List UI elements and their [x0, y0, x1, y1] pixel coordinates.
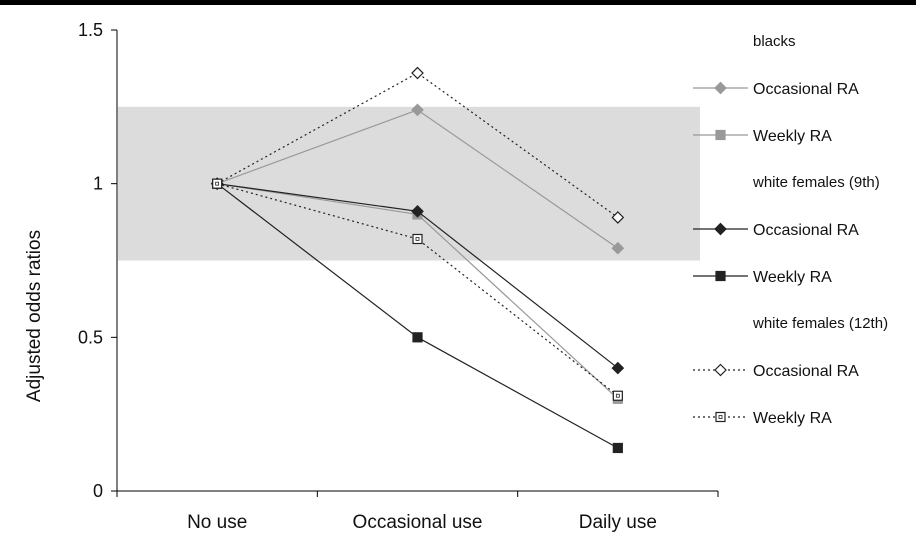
data-point	[411, 204, 424, 218]
y-tick-label: 1	[93, 174, 103, 194]
legend-marker-inner	[718, 415, 723, 419]
data-point	[611, 361, 625, 375]
reference-band	[118, 106, 700, 261]
x-tick-label: Daily use	[579, 512, 657, 533]
legend-label: Occasional RA	[753, 81, 859, 98]
axes: 0 0.5 1 1.5 No use Occasional use Daily use	[78, 20, 719, 533]
data-point	[612, 390, 623, 401]
legend-marker	[714, 222, 727, 236]
x-tick-label: No use	[187, 512, 247, 533]
legend-marker	[714, 363, 727, 377]
series-5	[212, 178, 623, 401]
legend-marker	[715, 411, 726, 423]
legend-label: Weekly RA	[753, 410, 832, 427]
data-point	[611, 241, 625, 255]
legend-label: Occasional RA	[753, 363, 859, 380]
legend-marker	[715, 270, 726, 282]
data-point	[412, 332, 423, 343]
data-point	[412, 233, 423, 245]
data-point-inner	[415, 237, 420, 241]
data-point	[212, 178, 223, 189]
legend-group-header: white females (12th)	[752, 315, 888, 332]
legend: blacks Occasional RA Weekly RA white female…	[693, 33, 888, 427]
y-tick-label: 0.5	[78, 327, 103, 347]
legend-group-header: blacks	[753, 33, 796, 50]
y-tick-label: 1.5	[78, 20, 103, 40]
data-point-inner	[215, 181, 220, 186]
y-tick-label: 0	[93, 481, 103, 501]
legend-marker	[714, 81, 727, 95]
legend-label: Weekly RA	[753, 269, 832, 286]
data-point	[411, 66, 424, 80]
top-rule	[0, 0, 916, 5]
legend-label: Occasional RA	[753, 222, 859, 239]
series-layer	[210, 66, 625, 454]
x-tick-label: Occasional use	[353, 512, 483, 533]
y-axis-label: Adjusted odds ratios	[24, 230, 45, 402]
legend-label: Weekly RA	[753, 128, 832, 145]
data-point	[411, 103, 424, 117]
series-line	[216, 72, 619, 218]
data-point	[611, 211, 625, 224]
data-point	[612, 442, 623, 454]
data-point-inner	[615, 393, 620, 398]
legend-marker	[715, 129, 726, 141]
legend-group-header: white females (9th)	[752, 174, 880, 191]
